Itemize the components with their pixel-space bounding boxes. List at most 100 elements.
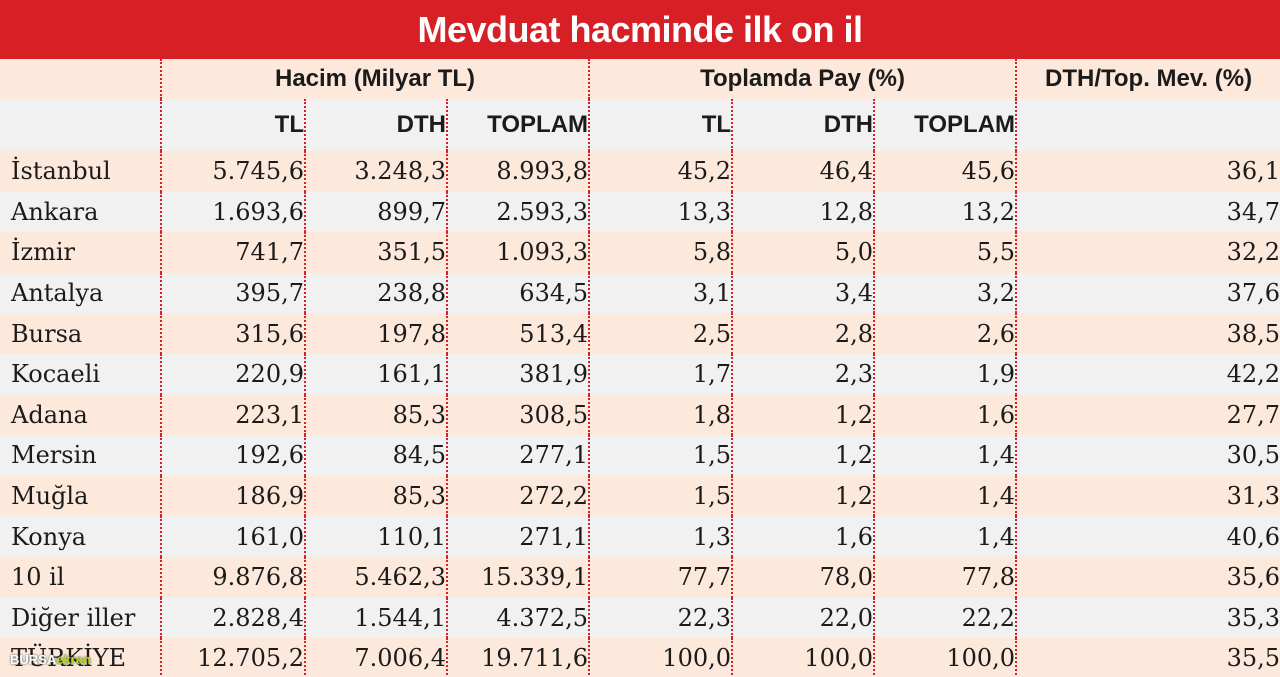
province-name: Bursa [0, 313, 161, 354]
watermark-logo: BURSAekran [10, 652, 91, 667]
sub-header-row: TL DTH TOPLAM TL DTH TOPLAM [0, 99, 1280, 151]
cell-share-dth: 46,4 [731, 151, 875, 192]
cell-volume-dth: 5.462,3 [304, 556, 447, 598]
cell-share-tl: 77,7 [588, 556, 733, 598]
cell-dth-ratio: 42,2 [1015, 353, 1280, 395]
cell-share-total: 3,2 [873, 272, 1017, 314]
cell-volume-dth: 3.248,3 [304, 151, 447, 192]
cell-volume-tl: 2.828,4 [160, 597, 305, 639]
province-name: Muğla [0, 475, 161, 517]
empty-corner [0, 59, 161, 99]
cell-share-total: 22,2 [873, 597, 1017, 639]
cell-share-total: 45,6 [873, 151, 1017, 192]
col-header-volume-total: TOPLAM [445, 99, 590, 151]
cell-volume-tl: 12.705,2 [160, 638, 305, 677]
cell-share-dth: 5,0 [731, 232, 875, 273]
empty-corner-sub [0, 99, 161, 151]
cell-volume-tl: 186,9 [160, 475, 305, 517]
table-row: Ankara 1.693,6 899,7 2.593,3 13,3 12,8 13,2 34,… [0, 191, 1280, 233]
province-name: Diğer iller [0, 597, 161, 639]
cell-volume-total: 15.339,1 [445, 556, 590, 598]
table-row: Kocaeli 220,9 161,1 381,9 1,7 2,3 1,9 42,2 [0, 353, 1280, 395]
cell-volume-dth: 84,5 [304, 435, 447, 476]
table-row: Diğer iller 2.828,4 1.544,1 4.372,5 22,3 22,0… [0, 597, 1280, 639]
table-row: İstanbul 5.745,6 3.248,3 8.993,8 45,2 46,4 45,… [0, 151, 1280, 192]
cell-volume-tl: 9.876,8 [160, 556, 305, 598]
cell-dth-ratio: 31,3 [1015, 475, 1280, 517]
cell-dth-ratio: 27,7 [1015, 394, 1280, 436]
cell-volume-tl: 741,7 [160, 232, 305, 273]
watermark-part2: ekran [56, 652, 91, 667]
cell-share-dth: 1,2 [731, 435, 875, 476]
table-row: Konya 161,0 110,1 271,1 1,3 1,6 1,4 40,6 [0, 516, 1280, 557]
table-row: Adana 223,1 85,3 308,5 1,8 1,2 1,6 27,7 [0, 394, 1280, 436]
ratio-group-header: DTH/Top. Mev. (%) [1015, 59, 1280, 99]
cell-share-total: 1,4 [873, 435, 1017, 476]
table-row: 10 il 9.876,8 5.462,3 15.339,1 77,7 78,0 77,8 3… [0, 556, 1280, 598]
cell-volume-tl: 315,6 [160, 313, 305, 354]
cell-volume-dth: 238,8 [304, 272, 447, 314]
cell-volume-total: 308,5 [445, 394, 590, 436]
province-name: 10 il [0, 556, 161, 598]
cell-share-dth: 78,0 [731, 556, 875, 598]
col-header-volume-tl: TL [160, 99, 305, 151]
cell-share-dth: 12,8 [731, 191, 875, 233]
group-header-row: Hacim (Milyar TL) Toplamda Pay (%) DTH/T… [0, 59, 1280, 99]
cell-share-total: 5,5 [873, 232, 1017, 273]
province-name: İzmir [0, 232, 161, 273]
cell-volume-total: 634,5 [445, 272, 590, 314]
cell-volume-total: 8.993,8 [445, 151, 590, 192]
cell-share-dth: 100,0 [731, 638, 875, 677]
cell-share-total: 1,6 [873, 394, 1017, 436]
cell-volume-dth: 110,1 [304, 516, 447, 557]
table-body: İstanbul 5.745,6 3.248,3 8.993,8 45,2 46,4 45,… [0, 151, 1280, 677]
cell-volume-total: 272,2 [445, 475, 590, 517]
cell-dth-ratio: 36,1 [1015, 151, 1280, 192]
cell-share-tl: 13,3 [588, 191, 733, 233]
cell-share-total: 100,0 [873, 638, 1017, 677]
cell-share-tl: 1,7 [588, 353, 733, 395]
table-row: İzmir 741,7 351,5 1.093,3 5,8 5,0 5,5 32,2 [0, 232, 1280, 273]
cell-volume-total: 277,1 [445, 435, 590, 476]
cell-volume-total: 271,1 [445, 516, 590, 557]
cell-dth-ratio: 35,5 [1015, 638, 1280, 677]
cell-volume-total: 513,4 [445, 313, 590, 354]
province-name: Antalya [0, 272, 161, 314]
cell-volume-dth: 1.544,1 [304, 597, 447, 639]
cell-share-tl: 3,1 [588, 272, 733, 314]
cell-volume-dth: 197,8 [304, 313, 447, 354]
table-row: TÜRKİYE 12.705,2 7.006,4 19.711,6 100,0 100,0… [0, 638, 1280, 677]
cell-share-dth: 1,2 [731, 475, 875, 517]
cell-volume-total: 381,9 [445, 353, 590, 395]
cell-share-tl: 100,0 [588, 638, 733, 677]
cell-share-dth: 22,0 [731, 597, 875, 639]
cell-share-dth: 3,4 [731, 272, 875, 314]
cell-share-tl: 2,5 [588, 313, 733, 354]
cell-volume-dth: 899,7 [304, 191, 447, 233]
cell-dth-ratio: 30,5 [1015, 435, 1280, 476]
cell-dth-ratio: 34,7 [1015, 191, 1280, 233]
province-name: Mersin [0, 435, 161, 476]
cell-volume-dth: 7.006,4 [304, 638, 447, 677]
col-header-share-dth: DTH [731, 99, 875, 151]
cell-volume-dth: 85,3 [304, 475, 447, 517]
province-name: TÜRKİYE [0, 638, 161, 677]
province-name: Adana [0, 394, 161, 436]
cell-volume-tl: 161,0 [160, 516, 305, 557]
cell-share-total: 1,9 [873, 353, 1017, 395]
watermark-part1: BURSA [10, 652, 57, 667]
cell-dth-ratio: 32,2 [1015, 232, 1280, 273]
cell-volume-total: 4.372,5 [445, 597, 590, 639]
col-header-ratio [1015, 99, 1280, 151]
cell-share-total: 1,4 [873, 475, 1017, 517]
col-header-volume-dth: DTH [304, 99, 447, 151]
col-header-share-tl: TL [588, 99, 733, 151]
cell-volume-total: 1.093,3 [445, 232, 590, 273]
cell-share-tl: 1,5 [588, 435, 733, 476]
cell-share-tl: 1,8 [588, 394, 733, 436]
cell-volume-tl: 223,1 [160, 394, 305, 436]
cell-share-dth: 2,8 [731, 313, 875, 354]
table-title: Mevduat hacminde ilk on il [0, 0, 1280, 59]
cell-dth-ratio: 37,6 [1015, 272, 1280, 314]
